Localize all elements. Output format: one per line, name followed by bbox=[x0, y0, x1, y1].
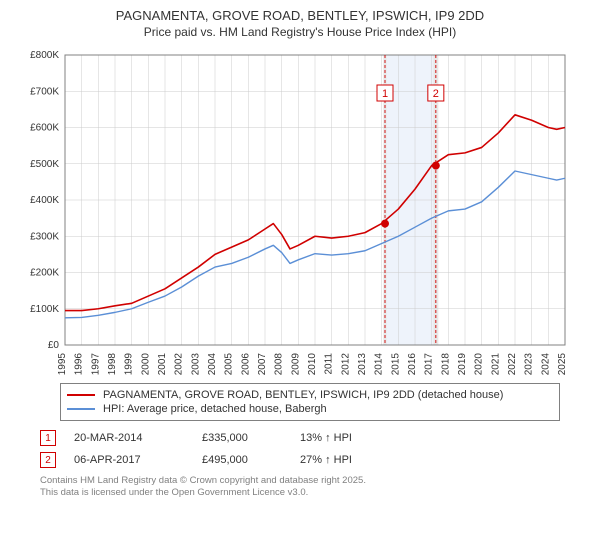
chart-subtitle: Price paid vs. HM Land Registry's House … bbox=[10, 25, 590, 39]
svg-text:2002: 2002 bbox=[174, 353, 185, 375]
sale-date: 06-APR-2017 bbox=[74, 454, 184, 466]
line-chart-svg: £0 £100K £200K £300K £400K £500K £600K £700K £80… bbox=[15, 45, 585, 375]
svg-text:2010: 2010 bbox=[307, 353, 318, 375]
sale-row: 2 06-APR-2017 £495,000 27% ↑ HPI bbox=[40, 449, 560, 471]
svg-text:1996: 1996 bbox=[74, 353, 85, 375]
svg-text:£300K: £300K bbox=[30, 231, 59, 242]
svg-text:2015: 2015 bbox=[390, 353, 401, 375]
svg-text:2007: 2007 bbox=[257, 353, 268, 375]
svg-text:2008: 2008 bbox=[274, 353, 285, 375]
sale-price: £335,000 bbox=[202, 432, 282, 444]
svg-text:2003: 2003 bbox=[190, 353, 201, 375]
svg-text:2018: 2018 bbox=[440, 353, 451, 375]
svg-text:2009: 2009 bbox=[290, 353, 301, 375]
svg-text:2014: 2014 bbox=[374, 353, 385, 375]
svg-text:2001: 2001 bbox=[157, 353, 168, 375]
svg-text:1995: 1995 bbox=[57, 353, 68, 375]
svg-text:2016: 2016 bbox=[407, 353, 418, 375]
legend-swatch bbox=[67, 408, 95, 410]
svg-text:2013: 2013 bbox=[357, 353, 368, 375]
svg-text:£200K: £200K bbox=[30, 268, 59, 279]
svg-text:1: 1 bbox=[382, 88, 388, 100]
svg-text:2: 2 bbox=[433, 88, 439, 100]
sale-date: 20-MAR-2014 bbox=[74, 432, 184, 444]
svg-text:2012: 2012 bbox=[340, 353, 351, 375]
footer-line-2: This data is licensed under the Open Gov… bbox=[40, 487, 560, 499]
svg-text:2019: 2019 bbox=[457, 353, 468, 375]
chart-area: £0 £100K £200K £300K £400K £500K £600K £700K £80… bbox=[15, 45, 585, 375]
sale-hpi: 13% ↑ HPI bbox=[300, 432, 390, 444]
svg-text:1999: 1999 bbox=[124, 353, 135, 375]
legend-label: HPI: Average price, detached house, Babe… bbox=[103, 403, 327, 415]
svg-text:£600K: £600K bbox=[30, 123, 59, 134]
svg-text:2023: 2023 bbox=[524, 353, 535, 375]
svg-text:2025: 2025 bbox=[557, 353, 568, 375]
chart-container: PAGNAMENTA, GROVE ROAD, BENTLEY, IPSWICH… bbox=[0, 0, 600, 504]
legend-row: PAGNAMENTA, GROVE ROAD, BENTLEY, IPSWICH… bbox=[67, 388, 553, 402]
svg-text:2000: 2000 bbox=[140, 353, 151, 375]
svg-text:£700K: £700K bbox=[30, 86, 59, 97]
svg-text:1997: 1997 bbox=[90, 353, 101, 375]
sale-row: 1 20-MAR-2014 £335,000 13% ↑ HPI bbox=[40, 427, 560, 449]
svg-text:2005: 2005 bbox=[224, 353, 235, 375]
sale-marker: 1 bbox=[40, 430, 56, 446]
footer-attribution: Contains HM Land Registry data © Crown c… bbox=[40, 475, 560, 500]
svg-text:2024: 2024 bbox=[540, 353, 551, 375]
legend-swatch bbox=[67, 394, 95, 396]
svg-text:£800K: £800K bbox=[30, 50, 59, 61]
svg-text:2004: 2004 bbox=[207, 353, 218, 375]
legend-row: HPI: Average price, detached house, Babe… bbox=[67, 402, 553, 416]
svg-text:2020: 2020 bbox=[474, 353, 485, 375]
sales-table: 1 20-MAR-2014 £335,000 13% ↑ HPI 2 06-APR-201… bbox=[40, 427, 560, 471]
footer-line-1: Contains HM Land Registry data © Crown c… bbox=[40, 475, 560, 487]
svg-text:1998: 1998 bbox=[107, 353, 118, 375]
sale-hpi: 27% ↑ HPI bbox=[300, 454, 390, 466]
svg-text:£400K: £400K bbox=[30, 195, 59, 206]
sale-marker: 2 bbox=[40, 452, 56, 468]
svg-text:2022: 2022 bbox=[507, 353, 518, 375]
svg-text:£100K: £100K bbox=[30, 304, 59, 315]
legend-label: PAGNAMENTA, GROVE ROAD, BENTLEY, IPSWICH… bbox=[103, 389, 503, 401]
svg-text:2021: 2021 bbox=[490, 353, 501, 375]
svg-text:2011: 2011 bbox=[324, 353, 335, 375]
svg-text:2017: 2017 bbox=[424, 353, 435, 375]
svg-text:2006: 2006 bbox=[240, 353, 251, 375]
legend: PAGNAMENTA, GROVE ROAD, BENTLEY, IPSWICH… bbox=[60, 383, 560, 421]
chart-title: PAGNAMENTA, GROVE ROAD, BENTLEY, IPSWICH… bbox=[10, 8, 590, 23]
svg-text:£0: £0 bbox=[48, 340, 60, 351]
sale-price: £495,000 bbox=[202, 454, 282, 466]
svg-text:£500K: £500K bbox=[30, 159, 59, 170]
